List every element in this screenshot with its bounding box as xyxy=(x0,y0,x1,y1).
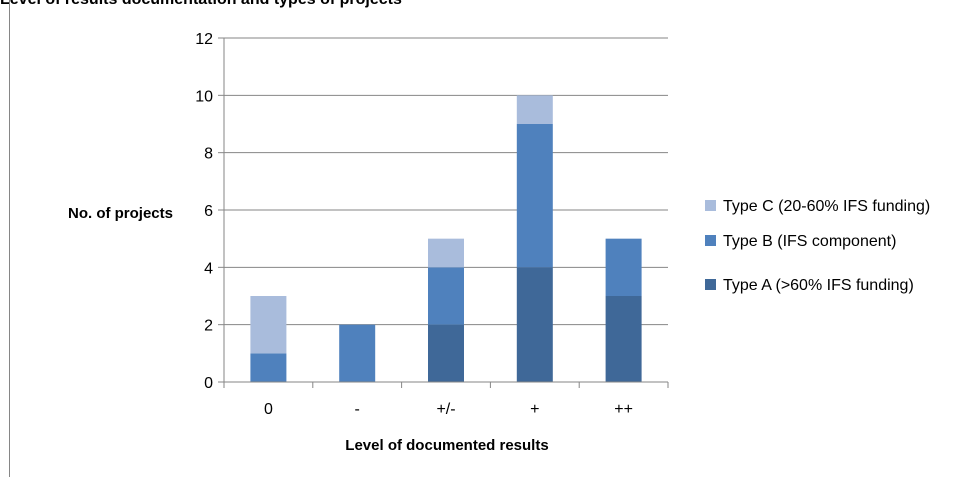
legend-swatch xyxy=(705,200,716,211)
y-tick-label: 8 xyxy=(204,146,213,163)
bar-segment xyxy=(250,296,287,354)
legend-label: Type B (IFS component) xyxy=(723,233,896,250)
y-tick-label: 10 xyxy=(195,88,213,105)
x-tick-label: +/- xyxy=(436,401,455,418)
y-tick-label: 6 xyxy=(204,203,213,220)
x-axis-title: Level of documented results xyxy=(345,437,548,454)
bar-segment xyxy=(605,296,642,382)
bar-segment xyxy=(428,267,464,325)
x-tick-label: ++ xyxy=(614,401,633,418)
y-axis-title: No. of projects xyxy=(68,205,173,222)
page-title: Level of results documentation and types… xyxy=(0,0,972,11)
bar-segment xyxy=(428,238,464,268)
x-tick-label: - xyxy=(355,401,360,418)
legend-label: Type A (>60% IFS funding) xyxy=(723,277,914,294)
bars xyxy=(250,95,642,382)
y-tick-label: 12 xyxy=(195,31,213,48)
legend-label: Type C (20-60% IFS funding) xyxy=(723,198,930,215)
bar-segment xyxy=(428,324,464,382)
legend-swatch xyxy=(705,235,716,246)
bar-segment xyxy=(605,238,642,296)
y-tick-label: 2 xyxy=(204,318,213,335)
bar-segment xyxy=(339,324,376,382)
y-tick-label: 4 xyxy=(204,260,213,277)
axes xyxy=(218,37,669,388)
legend: Type C (20-60% IFS funding) Type B (IFS c… xyxy=(705,198,930,294)
legend-swatch xyxy=(705,279,716,290)
chart-frame xyxy=(9,0,972,477)
bar-segment xyxy=(516,124,553,268)
bar-segment xyxy=(516,267,553,382)
x-tick-label: 0 xyxy=(264,401,273,418)
x-tick-label: + xyxy=(530,401,539,418)
bar-segment xyxy=(516,95,553,124)
bar-segment xyxy=(250,353,287,382)
y-tick-label: 0 xyxy=(204,375,213,392)
